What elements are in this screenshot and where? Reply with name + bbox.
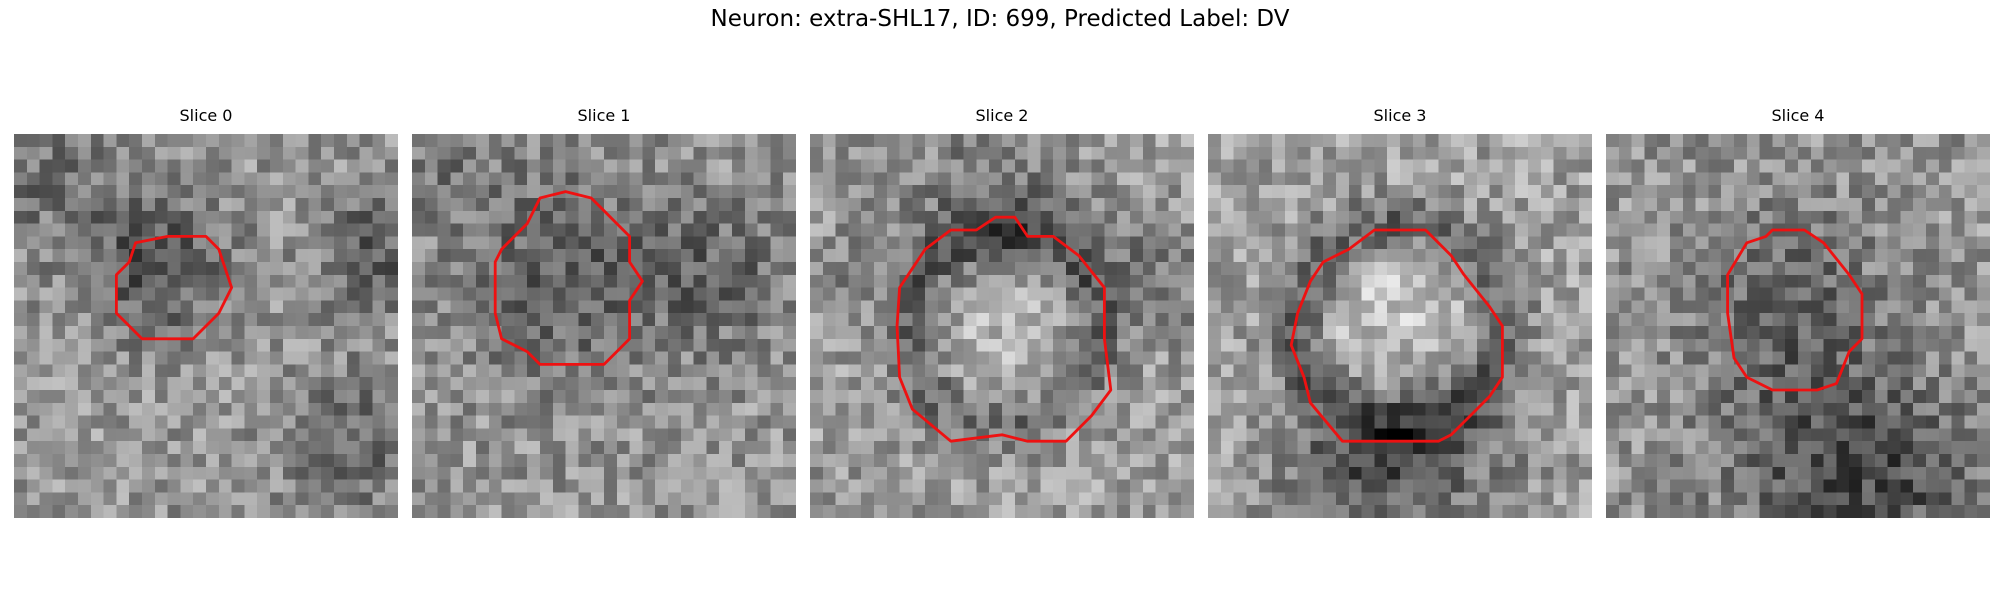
slice-panel-0: Slice 0	[14, 106, 398, 128]
slice-1-title: Slice 1	[412, 106, 796, 128]
slice-0-image	[14, 134, 398, 518]
slice-1-image	[412, 134, 796, 518]
slice-panel-3: Slice 3	[1208, 106, 1592, 128]
slice-4-image	[1606, 134, 1990, 518]
slice-panel-1: Slice 1	[412, 106, 796, 128]
slice-2-title: Slice 2	[810, 106, 1194, 128]
slice-panel-2: Slice 2	[810, 106, 1194, 128]
slice-3-image	[1208, 134, 1592, 518]
figure-title: Neuron: extra-SHL17, ID: 699, Predicted …	[0, 6, 2000, 32]
slice-panel-4: Slice 4	[1606, 106, 1990, 128]
slice-2-image	[810, 134, 1194, 518]
slice-4-title: Slice 4	[1606, 106, 1990, 128]
slice-3-title: Slice 3	[1208, 106, 1592, 128]
slice-0-title: Slice 0	[14, 106, 398, 128]
